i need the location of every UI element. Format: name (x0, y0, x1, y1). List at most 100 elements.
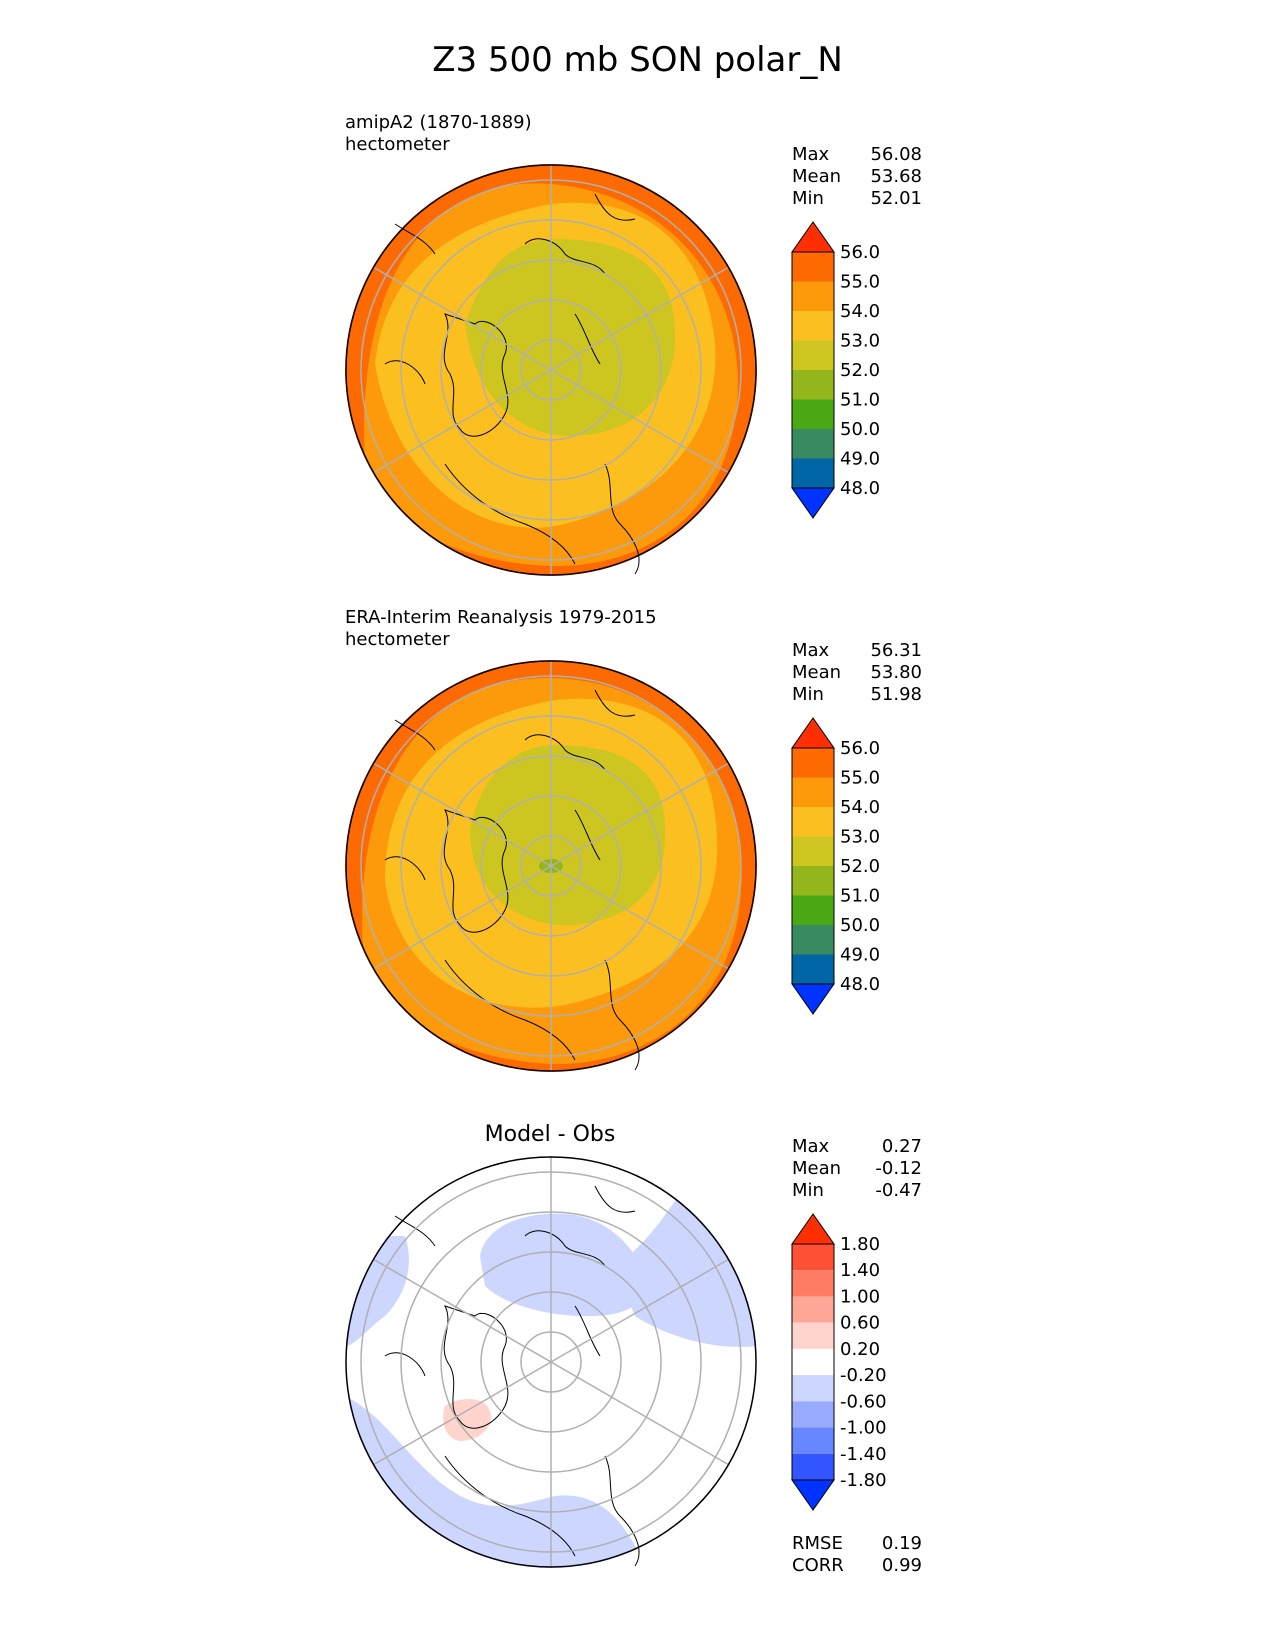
panel2-colorbar: 48.0 49.0 50.0 51.0 52.0 53.0 54.0 55.0 56.0 (791, 717, 880, 1015)
panel3-colorbar-segment (792, 1270, 834, 1297)
panel3-colorbar-segment (792, 1322, 834, 1349)
panel1-stat-mean: Mean 53.68 (792, 166, 922, 187)
panel3-colorbar-extend-max (791, 1213, 835, 1245)
panel3-colorbar-segment (792, 1348, 834, 1376)
panel3-metric-corr: CORR 0.99 (792, 1555, 922, 1576)
panel1-units-label: hectometer (345, 134, 450, 155)
panel1-dataset-label: amipA2 (1870-1889) (345, 112, 532, 133)
panel3-colorbar-tick-label: -1.00 (840, 1418, 887, 1439)
panel3-colorbar-tick-label: -0.60 (840, 1391, 887, 1412)
graticule (360, 660, 742, 1072)
panel3-colorbar-tick-label: -0.20 (840, 1365, 887, 1386)
panel2-colorbar-tick-label: 54.0 (840, 797, 880, 818)
panel3-colorbar-segment (792, 1427, 834, 1454)
coastlines (384, 193, 640, 575)
coastlines (384, 1185, 640, 1567)
panel1-colorbar-segment (792, 281, 834, 311)
diff-negative-arctic (480, 1213, 647, 1317)
map-boundary (345, 1156, 757, 1568)
panel3-colorbar-segment (792, 1244, 834, 1271)
panel2-colorbar-segment (792, 925, 834, 955)
panel2-colorbar-extend-max (791, 717, 835, 749)
figure-title: Z3 500 mb SON polar_N (432, 40, 843, 80)
panel2-colorbar-extend-min (791, 983, 835, 1015)
panel1-colorbar-tick-label: 52.0 (840, 360, 880, 381)
panel3-colorbar-segment (792, 1401, 834, 1428)
panel2-stats: Max 56.31 Mean 53.80 Min 51.98 (792, 640, 922, 706)
contour-53 (470, 745, 666, 926)
panel1-colorbar-extend-max (791, 221, 835, 253)
graticule (360, 164, 742, 576)
panel2-dataset-label: ERA-Interim Reanalysis 1979-2015 (345, 607, 657, 628)
panel3-colorbar-tick-label: 1.40 (840, 1260, 880, 1281)
panel2-colorbar-segment (792, 807, 834, 837)
panel2-colorbar-segment (792, 777, 834, 807)
panel2-colorbar-tick-label: 52.0 (840, 856, 880, 877)
panel3-colorbar-segment (792, 1375, 834, 1402)
panel3-stats: Max 0.27 Mean -0.12 Min -0.47 (792, 1136, 922, 1202)
panel2-stat-mean: Mean 53.80 (792, 662, 922, 683)
panel3-colorbar-segment (792, 1296, 834, 1323)
panel3-colorbar-tick-label: 0.60 (840, 1313, 880, 1334)
panel1-colorbar-tick-label: 55.0 (840, 272, 880, 293)
panel2-colorbar-segment (792, 748, 834, 778)
map-boundary (345, 660, 757, 1072)
panel3-colorbar-tick-label: 1.80 (840, 1234, 880, 1255)
panel3-colorbar-tick-label: 1.00 (840, 1286, 880, 1307)
panel1-colorbar-segment (792, 311, 834, 341)
panel1-stats: Max 56.08 Mean 53.68 Min 52.01 (792, 144, 922, 210)
panel3-colorbar-segment (792, 1453, 834, 1480)
panel2-polar-map (345, 660, 757, 1072)
panel3-metric-rmse: RMSE 0.19 (792, 1533, 922, 1554)
panel1-colorbar-tick-label: 53.0 (840, 331, 880, 352)
panel3-polar-map (345, 1156, 757, 1568)
panel1-stat-min: Min 52.01 (792, 188, 922, 209)
contour-53 (465, 239, 676, 437)
panel3-metrics: RMSE 0.19 CORR 0.99 (792, 1533, 922, 1577)
panel3-colorbar-tick-label: -1.80 (840, 1470, 887, 1491)
panel3-colorbar-tick-label: -1.40 (840, 1444, 887, 1465)
panel3-stat-min: Min -0.47 (792, 1180, 922, 1201)
panel3-stat-max: Max 0.27 (792, 1136, 922, 1157)
panel2-stat-max: Max 56.31 (792, 640, 922, 661)
panel2-colorbar-segment (792, 836, 834, 866)
panel1-colorbar: 48.0 49.0 50.0 51.0 52.0 53.0 54.0 55.0 56.0 (791, 221, 880, 519)
panel2-units-label: hectometer (345, 629, 450, 650)
panel2-colorbar-tick-label: 53.0 (840, 827, 880, 848)
panel3-colorbar: -1.80 -1.40 -1.00 -0.60 -0.20 0.20 0.60 1.00 1.4… (791, 1213, 887, 1511)
panel2-colorbar-tick-label: 50.0 (840, 915, 880, 936)
panel2-stat-min: Min 51.98 (792, 684, 922, 705)
diff-positive-greenland (443, 1399, 491, 1441)
panel1-colorbar-segment (792, 252, 834, 282)
panel3-stat-mean: Mean -0.12 (792, 1158, 922, 1179)
map-boundary (345, 164, 757, 576)
panel1-colorbar-tick-label: 56.0 (840, 242, 880, 263)
panel2-colorbar-segment (792, 954, 834, 984)
panel1-colorbar-tick-label: 54.0 (840, 301, 880, 322)
panel3-heading: Model - Obs (484, 1122, 616, 1147)
panel1-colorbar-segment (792, 458, 834, 488)
panel1-colorbar-segment (792, 429, 834, 459)
panel3-colorbar-tick-label: 0.20 (840, 1339, 880, 1360)
panel1-colorbar-segment (792, 340, 834, 370)
panel1-colorbar-tick-label: 49.0 (840, 449, 880, 470)
panel1-colorbar-extend-min (791, 487, 835, 519)
panel1-colorbar-segment (792, 399, 834, 429)
panel1-colorbar-tick-label: 50.0 (840, 419, 880, 440)
panel2-colorbar-tick-label: 51.0 (840, 886, 880, 907)
panel1-colorbar-tick-label: 51.0 (840, 390, 880, 411)
panel2-label: ERA-Interim Reanalysis 1979-2015 hectome… (345, 607, 657, 651)
panel2-colorbar-tick-label: 55.0 (840, 768, 880, 789)
panel2-colorbar-tick-label: 56.0 (840, 738, 880, 759)
panel1-label: amipA2 (1870-1889) hectometer (345, 112, 532, 156)
panel2-colorbar-tick-label: 49.0 (840, 945, 880, 966)
graticule (360, 1156, 742, 1568)
panel2-colorbar-segment (792, 895, 834, 925)
panel1-colorbar-segment (792, 370, 834, 400)
panel1-stat-max: Max 56.08 (792, 144, 922, 165)
panel2-colorbar-tick-label: 48.0 (840, 974, 880, 995)
panel1-polar-map (345, 164, 757, 576)
panel2-colorbar-segment (792, 866, 834, 896)
panel3-colorbar-extend-min (791, 1479, 835, 1511)
panel1-colorbar-tick-label: 48.0 (840, 478, 880, 499)
